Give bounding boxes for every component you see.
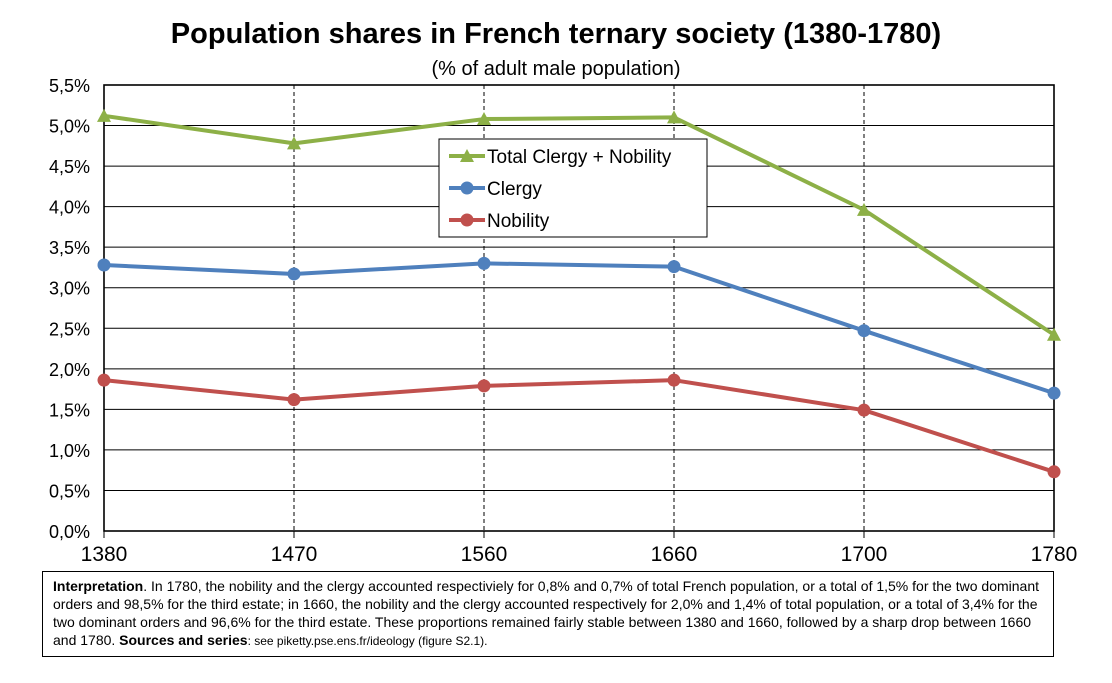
legend-marker-clergy xyxy=(460,181,474,195)
data-point-nobility xyxy=(667,373,681,387)
x-tick-label: 1560 xyxy=(461,543,508,566)
data-point-clergy xyxy=(1047,386,1061,400)
legend-label-total-clergy-nobility: Total Clergy + Nobility xyxy=(487,147,672,168)
series-line-clergy xyxy=(103,261,1055,396)
y-tick-label: 3,0% xyxy=(49,279,90,299)
line-chart: 0,0% 0,5% 1,0% 1,5% 2,0% 2,5% 3,0% 3,5% 4,0% 4,5%… xyxy=(49,76,1078,566)
y-tick-label: 4,5% xyxy=(49,157,90,177)
chart-title: Population shares in French ternary soci… xyxy=(170,18,942,50)
y-tick-label: 1,0% xyxy=(49,441,90,461)
sources-text: : see piketty.pse.ens.fr/ideology (figur… xyxy=(247,634,488,648)
plot-frame xyxy=(103,84,1055,532)
data-point-total-clergy-nobility xyxy=(97,108,111,122)
y-tick-label: 5,5% xyxy=(49,76,90,96)
data-point-nobility xyxy=(97,373,111,387)
x-tick-label: 1660 xyxy=(651,543,698,566)
y-tick-label: 2,5% xyxy=(49,319,90,339)
y-tick-label: 5,0% xyxy=(49,117,90,137)
y-tick-label: 0,0% xyxy=(49,522,90,542)
x-tick-label: 1380 xyxy=(81,543,128,566)
x-tick-label: 1700 xyxy=(841,543,888,566)
interpretation-body: . In 1780, the nobility and the clergy a… xyxy=(53,578,1039,648)
data-point-total-clergy-nobility xyxy=(477,112,491,126)
series-line-total-clergy-nobility xyxy=(103,113,1056,337)
data-point-clergy xyxy=(477,256,491,270)
y-tick-label: 1,5% xyxy=(49,400,90,420)
data-point-clergy xyxy=(857,324,871,338)
data-point-total-clergy-nobility xyxy=(667,110,681,124)
y-tick-label: 2,0% xyxy=(49,360,90,380)
data-point-total-clergy-nobility xyxy=(1047,327,1061,341)
series-line-nobility xyxy=(103,378,1055,474)
x-tick-label: 1780 xyxy=(1031,543,1078,566)
sources-lead: Sources and series xyxy=(119,632,248,648)
y-tick-label: 4,0% xyxy=(49,198,90,218)
data-point-nobility xyxy=(857,403,871,417)
data-point-nobility xyxy=(287,393,301,407)
data-point-total-clergy-nobility xyxy=(287,136,301,150)
chart-subtitle: (% of adult male population) xyxy=(431,58,681,80)
data-point-total-clergy-nobility xyxy=(857,202,871,216)
legend-label-clergy: Clergy xyxy=(487,179,542,200)
y-tick-label: 3,5% xyxy=(49,238,90,258)
data-point-clergy xyxy=(667,260,681,274)
x-tick-label: 1470 xyxy=(271,543,318,566)
data-point-nobility xyxy=(1047,465,1061,479)
data-point-nobility xyxy=(477,379,491,393)
interpretation-lead: Interpretation xyxy=(53,578,144,594)
legend-marker-nobility xyxy=(460,213,474,227)
legend-marker-total-clergy-nobility xyxy=(460,149,474,162)
y-tick-label: 0,5% xyxy=(49,481,90,501)
data-point-clergy xyxy=(287,267,301,281)
legend-label-nobility: Nobility xyxy=(487,211,550,232)
data-point-clergy xyxy=(97,258,111,272)
interpretation-box: Interpretation. In 1780, the nobility an… xyxy=(42,571,1054,657)
